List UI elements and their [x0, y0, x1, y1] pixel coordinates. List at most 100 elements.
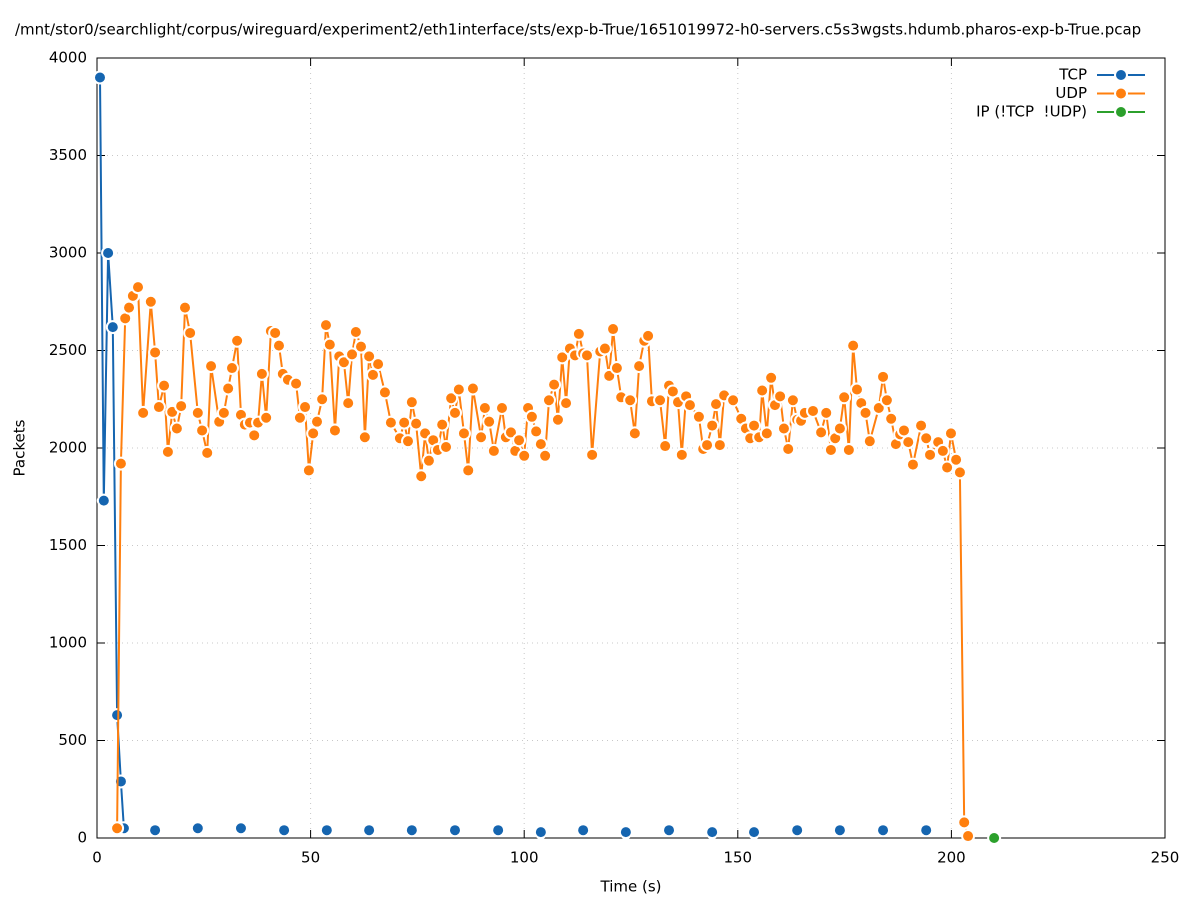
data-point [110, 708, 125, 723]
data-point [174, 399, 189, 414]
data-point [157, 378, 172, 393]
data-point [919, 823, 934, 838]
data-point [524, 409, 539, 424]
data-point [814, 425, 829, 440]
data-point [905, 457, 920, 472]
data-point [397, 415, 412, 430]
data-point [512, 433, 527, 448]
data-point [404, 823, 419, 838]
data-point [447, 823, 462, 838]
data-point [538, 448, 553, 463]
data-point [268, 325, 283, 340]
data-point [550, 412, 565, 427]
data-point [190, 405, 205, 420]
data-point [805, 403, 820, 418]
data-point [879, 393, 894, 408]
data-point [101, 246, 116, 260]
y-tick-label: 1000 [49, 634, 87, 652]
data-point [377, 385, 392, 400]
data-point [322, 337, 337, 352]
y-tick-label: 0 [77, 829, 87, 847]
data-point [940, 460, 955, 475]
data-point [271, 338, 286, 353]
x-tick-label: 250 [1151, 849, 1180, 867]
data-point [653, 393, 668, 408]
data-point [755, 383, 770, 398]
data-point [183, 325, 198, 340]
data-point [579, 348, 594, 363]
data-point [354, 339, 369, 354]
data-point [96, 493, 111, 508]
data-point [914, 418, 929, 433]
data-point [919, 431, 934, 446]
data-point [319, 823, 334, 838]
data-point [233, 821, 248, 836]
data-point [298, 400, 313, 415]
chart-title: /mnt/stor0/searchlight/corpus/wireguard/… [15, 21, 1141, 39]
data-point [896, 423, 911, 438]
data-point [110, 821, 125, 836]
data-point [221, 381, 236, 396]
legend-label: TCP [1058, 66, 1087, 84]
data-point [712, 438, 727, 453]
data-point [105, 320, 120, 335]
data-point [357, 430, 372, 445]
data-point [858, 405, 873, 420]
data-point [345, 347, 360, 362]
data-point [876, 823, 891, 838]
data-point [533, 437, 548, 452]
data-point [837, 390, 852, 405]
data-point [961, 829, 976, 844]
data-point [776, 421, 791, 436]
data-point [705, 825, 720, 840]
data-point [747, 418, 762, 433]
y-tick-label: 4000 [49, 49, 87, 67]
data-point [247, 428, 262, 443]
data-point [421, 453, 436, 468]
data-point [327, 423, 342, 438]
data-point [491, 823, 506, 838]
x-axis-label: Time (s) [600, 878, 662, 896]
data-point [764, 370, 779, 385]
data-point [474, 430, 489, 445]
y-tick-label: 1500 [49, 536, 87, 554]
data-point [785, 393, 800, 408]
data-point [310, 414, 325, 429]
data-point [597, 341, 612, 356]
data-point [230, 333, 245, 348]
y-tick-label: 500 [58, 731, 87, 749]
data-point [259, 410, 274, 425]
data-point [341, 396, 356, 411]
data-point [401, 434, 416, 449]
data-point [503, 425, 518, 440]
data-point [576, 823, 591, 838]
data-point [160, 444, 175, 459]
data-point [841, 442, 856, 457]
y-tick-label: 2000 [49, 439, 87, 457]
data-point [447, 405, 462, 420]
data-point [606, 322, 621, 337]
data-point [559, 396, 574, 411]
data-point [935, 443, 950, 458]
data-point [923, 447, 938, 462]
data-point [585, 447, 600, 462]
data-point [658, 439, 673, 454]
data-point [306, 426, 321, 441]
data-point [348, 324, 363, 339]
x-tick-label: 0 [92, 849, 102, 867]
data-point [957, 815, 972, 830]
data-point [632, 359, 647, 374]
data-point [832, 823, 847, 838]
data-point [414, 469, 429, 484]
data-point [92, 70, 107, 85]
data-point [444, 391, 459, 406]
data-point [482, 414, 497, 429]
y-tick-label: 3000 [49, 244, 87, 262]
data-point [781, 441, 796, 456]
data-point [709, 397, 724, 412]
data-point [682, 398, 697, 413]
data-point [949, 452, 964, 467]
data-point [790, 823, 805, 838]
data-point [435, 417, 450, 432]
